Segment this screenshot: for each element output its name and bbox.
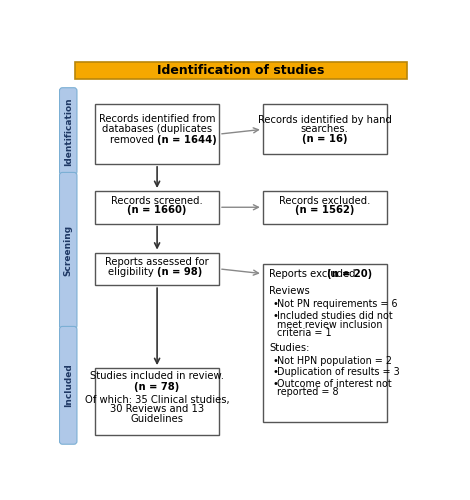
Text: (n = 16): (n = 16) <box>302 134 347 144</box>
Text: Records screened.: Records screened. <box>111 196 203 205</box>
Bar <box>263 104 387 154</box>
Text: •: • <box>272 312 278 322</box>
Text: Included studies did not: Included studies did not <box>277 312 393 322</box>
Text: searches.: searches. <box>301 124 349 134</box>
Text: (n = 78): (n = 78) <box>134 382 180 392</box>
Bar <box>95 191 219 224</box>
Text: •: • <box>272 367 278 377</box>
Bar <box>95 368 219 436</box>
Text: reported = 8: reported = 8 <box>277 388 339 398</box>
FancyBboxPatch shape <box>60 326 77 444</box>
Text: Reports assessed for: Reports assessed for <box>105 258 209 268</box>
Bar <box>95 252 219 285</box>
FancyBboxPatch shape <box>60 172 77 328</box>
Text: Studies included in review.: Studies included in review. <box>90 372 224 382</box>
Text: Not HPN population = 2: Not HPN population = 2 <box>277 356 392 366</box>
Text: •: • <box>272 379 278 389</box>
Text: Records excluded.: Records excluded. <box>279 196 370 205</box>
Text: Outcome of interest not: Outcome of interest not <box>277 379 392 389</box>
Bar <box>263 264 387 422</box>
Bar <box>75 62 407 79</box>
Text: •: • <box>272 298 278 308</box>
Text: (n = 20): (n = 20) <box>327 268 372 278</box>
Text: Reports excluded: Reports excluded <box>269 268 359 278</box>
Bar <box>95 104 219 164</box>
Text: removed: removed <box>110 135 157 145</box>
Text: Studies:: Studies: <box>269 343 310 353</box>
Text: Not PN requirements = 6: Not PN requirements = 6 <box>277 298 398 308</box>
Text: Reviews: Reviews <box>269 286 310 296</box>
Text: (n = 1562): (n = 1562) <box>295 206 354 216</box>
Text: Records identified by hand: Records identified by hand <box>258 114 392 124</box>
Text: Identification of studies: Identification of studies <box>157 64 325 78</box>
Text: databases (duplicates: databases (duplicates <box>102 124 212 134</box>
Text: (n = 98): (n = 98) <box>157 267 203 277</box>
Text: Included: Included <box>64 364 73 407</box>
Text: 30 Reviews and 13: 30 Reviews and 13 <box>110 404 204 414</box>
Text: Records identified from: Records identified from <box>99 114 215 124</box>
Text: meet review inclusion: meet review inclusion <box>277 320 383 330</box>
Text: (n = 1660): (n = 1660) <box>127 206 187 216</box>
Bar <box>263 191 387 224</box>
Text: (n = 1644): (n = 1644) <box>157 135 217 145</box>
Text: Duplication of results = 3: Duplication of results = 3 <box>277 367 400 377</box>
Text: Guidelines: Guidelines <box>131 414 184 424</box>
Text: Of which: 35 Clinical studies,: Of which: 35 Clinical studies, <box>85 394 229 404</box>
Text: criteria = 1: criteria = 1 <box>277 328 332 338</box>
Text: Screening: Screening <box>64 225 73 276</box>
FancyBboxPatch shape <box>60 88 77 174</box>
Text: eligibility: eligibility <box>108 267 157 277</box>
Text: •: • <box>272 356 278 366</box>
Text: Identification: Identification <box>64 97 73 166</box>
